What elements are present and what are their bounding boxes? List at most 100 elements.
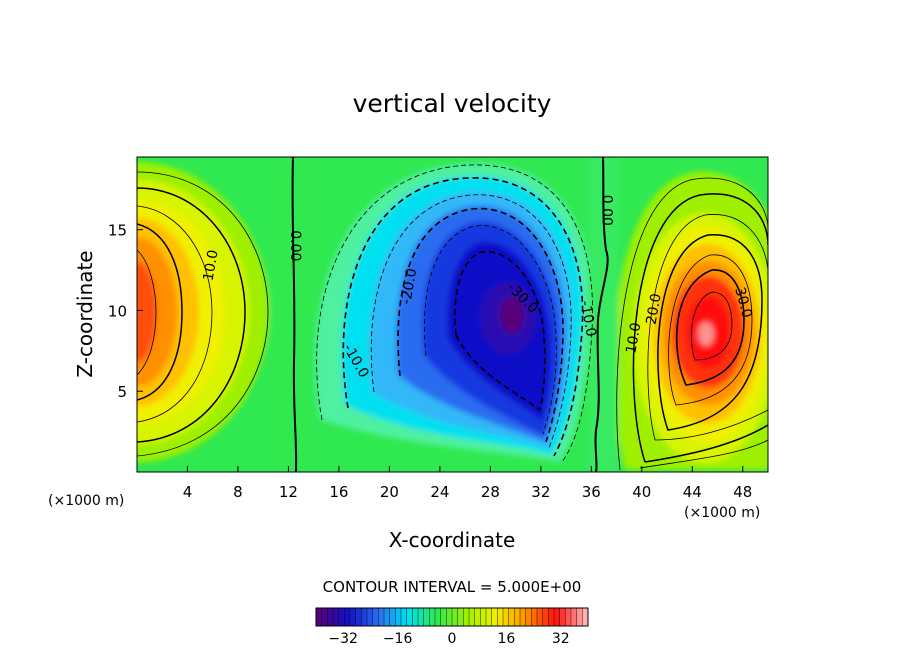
colorbar-swatch bbox=[536, 607, 544, 627]
colorbar-swatch bbox=[338, 607, 345, 627]
colorbar-ticks: −32 −16 0 16 32 bbox=[328, 631, 569, 647]
x-tick-label: 36 bbox=[582, 483, 601, 501]
colorbar-swatch bbox=[321, 607, 328, 627]
colorbar-swatch bbox=[417, 607, 425, 627]
x-tick-label: 44 bbox=[683, 483, 702, 501]
filled-contour-field bbox=[137, 157, 768, 472]
contour-line-neg-10 bbox=[342, 177, 584, 457]
colorbar-swatch bbox=[463, 607, 470, 627]
contour-line-left-25 bbox=[137, 249, 157, 376]
colorbar-swatch bbox=[542, 607, 549, 627]
contour-line-neg-20 bbox=[397, 207, 564, 443]
colorbar-swatch bbox=[315, 607, 323, 627]
y-tick-label: 10 bbox=[108, 302, 127, 320]
x-tick-label: 12 bbox=[279, 483, 298, 501]
colorbar-swatch bbox=[355, 607, 362, 627]
contour-label: 30.0 bbox=[731, 286, 755, 320]
colorbar-swatch bbox=[582, 607, 589, 627]
colorbar-swatch bbox=[485, 607, 493, 627]
contour-line-zero-right bbox=[594, 157, 609, 472]
colorbar-swatch bbox=[389, 607, 396, 627]
colorbar-swatch bbox=[412, 607, 419, 627]
colorbar-swatch bbox=[383, 607, 391, 627]
contour-line-right-15 bbox=[647, 214, 768, 441]
colorbar-swatch bbox=[531, 607, 538, 627]
colorbar-swatch bbox=[480, 607, 487, 627]
contour-label: 0.00 bbox=[599, 195, 615, 226]
colorbar-swatch bbox=[446, 607, 453, 627]
colorbar-tick-label: 0 bbox=[448, 631, 457, 647]
contour-line-neg-15 bbox=[370, 194, 572, 449]
colorbar bbox=[315, 607, 589, 627]
x-unit-right: (×1000 m) bbox=[684, 505, 760, 521]
x-tick-label: 16 bbox=[329, 483, 348, 501]
contour-line-right-25 bbox=[668, 254, 753, 406]
contour-lines bbox=[137, 157, 768, 472]
colorbar-swatch bbox=[559, 607, 566, 627]
colorbar-swatch bbox=[344, 607, 351, 627]
contour-line-left-15 bbox=[137, 205, 213, 423]
colorbar-swatch bbox=[576, 607, 583, 627]
colorbar-swatch bbox=[491, 607, 498, 627]
colorbar-swatch bbox=[497, 607, 504, 627]
colorbar-swatch bbox=[474, 607, 481, 627]
y-axis-label: Z-coordinate bbox=[73, 250, 97, 377]
colorbar-frame bbox=[315, 607, 589, 627]
plot-frame bbox=[136, 156, 769, 473]
y-tick-label: 5 bbox=[117, 383, 127, 401]
x-tick-label: 24 bbox=[430, 483, 449, 501]
colorbar-swatch bbox=[400, 607, 408, 627]
colorbar-swatch bbox=[372, 607, 379, 627]
contour-line-left-20 bbox=[137, 223, 183, 401]
contour-label: -20.0 bbox=[398, 267, 420, 305]
colorbar-swatch bbox=[508, 607, 515, 627]
left-updraft-cell bbox=[137, 162, 269, 462]
colorbar-swatch bbox=[332, 607, 340, 627]
x-tick-label: 48 bbox=[733, 483, 752, 501]
colorbar-tick-label: 16 bbox=[497, 631, 515, 647]
colorbar-swatch bbox=[514, 607, 521, 627]
contour-line-neg-5 bbox=[316, 164, 593, 463]
colorbar-tick-label: −32 bbox=[328, 631, 358, 647]
central-downdraft-cell bbox=[315, 162, 592, 462]
colorbar-swatch bbox=[548, 607, 555, 627]
colorbar-tick-label: 32 bbox=[552, 631, 570, 647]
x-axis: 4 8 12 16 20 24 28 32 36 40 44 48 bbox=[183, 466, 752, 501]
chart-title: vertical velocity bbox=[353, 89, 552, 118]
colorbar-swatch bbox=[349, 607, 357, 627]
colorbar-swatch bbox=[366, 607, 374, 627]
x-tick-label: 4 bbox=[183, 483, 193, 501]
colorbar-swatch bbox=[519, 607, 527, 627]
x-tick-label: 40 bbox=[632, 483, 651, 501]
colorbar-swatch bbox=[361, 607, 368, 627]
colorbar-swatch bbox=[429, 607, 436, 627]
contour-line-right-20 bbox=[657, 234, 763, 431]
contour-line-zero-left bbox=[291, 157, 298, 472]
colorbar-swatch bbox=[553, 607, 561, 627]
y-axis: 5 10 15 bbox=[108, 222, 143, 401]
colorbar-swatch bbox=[468, 607, 476, 627]
contour-line-right-10 bbox=[632, 193, 768, 463]
x-tick-label: 28 bbox=[481, 483, 500, 501]
colorbar-swatch bbox=[502, 607, 510, 627]
colorbar-swatch bbox=[327, 607, 334, 627]
contour-interval-text: CONTOUR INTERVAL = 5.000E+00 bbox=[323, 578, 582, 596]
colorbar-swatch bbox=[423, 607, 430, 627]
contour-label: 20.0 bbox=[644, 292, 665, 325]
contour-label: -10.0 bbox=[577, 299, 599, 337]
x-tick-label: 8 bbox=[233, 483, 243, 501]
contour-label: 0.00 bbox=[287, 230, 303, 261]
colorbar-swatch bbox=[406, 607, 413, 627]
contour-label: 10.0 bbox=[623, 321, 644, 354]
contour-line-left-5 bbox=[137, 171, 269, 457]
contour-label: 10.0 bbox=[201, 249, 222, 282]
colorbar-swatch bbox=[395, 607, 402, 627]
colorbar-tick-label: −16 bbox=[383, 631, 413, 647]
contour-line-right-35 bbox=[691, 291, 733, 361]
colorbar-swatch bbox=[434, 607, 442, 627]
y-tick-label: 15 bbox=[108, 222, 127, 240]
plot-area: 10.00.00-20.0-10.0-30.0-10.00.0010.020.0… bbox=[137, 157, 768, 472]
colorbar-swatch bbox=[457, 607, 464, 627]
colorbar-swatch bbox=[565, 607, 572, 627]
